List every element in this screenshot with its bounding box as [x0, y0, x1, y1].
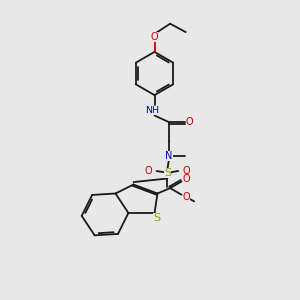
- Text: O: O: [183, 174, 190, 184]
- Text: S: S: [164, 168, 171, 178]
- Text: N: N: [165, 151, 172, 161]
- Text: S: S: [153, 213, 161, 224]
- Text: NH: NH: [145, 106, 159, 115]
- Text: O: O: [151, 32, 158, 42]
- Text: O: O: [186, 117, 194, 127]
- Text: O: O: [183, 192, 190, 202]
- Text: O: O: [182, 166, 190, 176]
- Text: O: O: [145, 166, 152, 176]
